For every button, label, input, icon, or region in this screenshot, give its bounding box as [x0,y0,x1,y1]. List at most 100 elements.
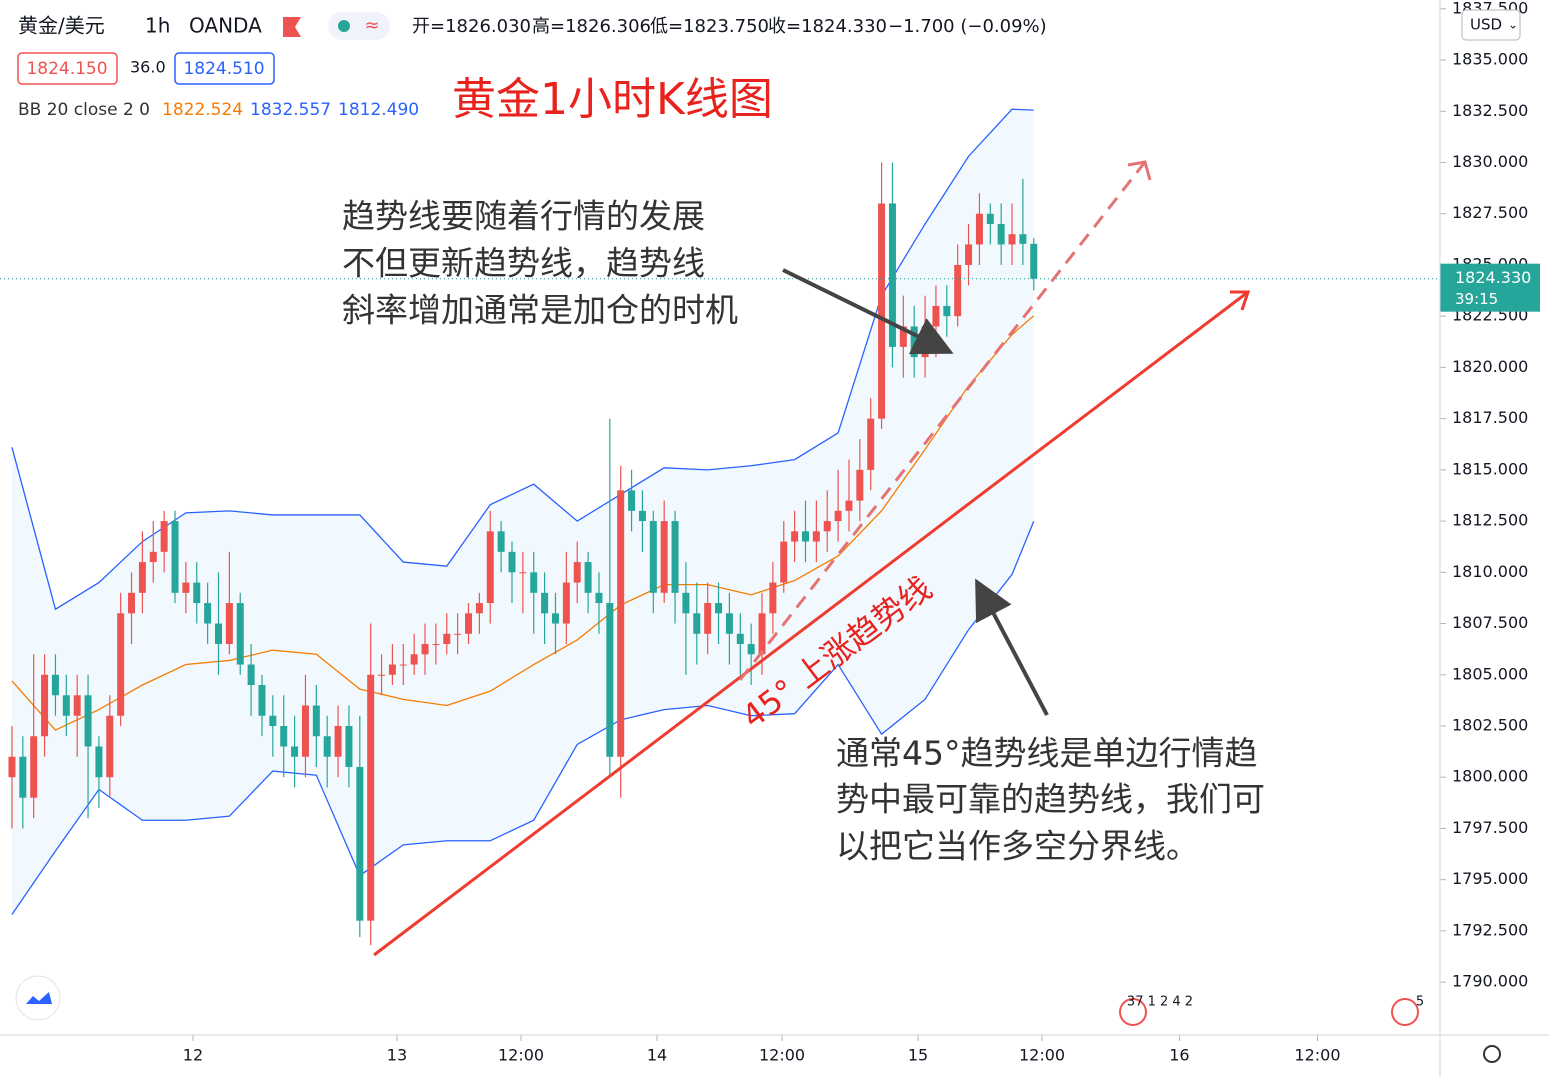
candle-body [432,644,440,646]
status-icon: ≈ [364,15,379,36]
logo-mark [26,992,52,1004]
y-tick-label: 1795.000 [1452,869,1528,888]
currency[interactable]: USD [1470,16,1502,34]
annotation-text: 势中最可靠的趋势线，我们可 [836,780,1265,819]
candle-body [367,674,375,921]
band-fill [11,109,1034,915]
candle-body [1008,234,1016,245]
ohlc-close: 收=1824.330 [768,16,887,37]
candle-body [801,531,809,542]
annotation-text: 不但更新趋势线，趋势线 [342,244,705,283]
candle-body [747,644,755,655]
candle-body [214,623,222,645]
candle-body [269,715,277,726]
candle-body [1030,243,1038,279]
y-tick-label: 1817.500 [1452,408,1528,427]
candle-body [454,633,462,635]
ask-box[interactable] [174,52,275,85]
candle-body [725,613,733,634]
y-tick-label: 1820.000 [1452,357,1528,376]
candle-body [867,418,875,470]
candle-body [519,572,527,574]
candle-body [823,521,831,532]
candle-body [486,531,494,604]
trend-arrowhead [1230,290,1251,311]
candle-body [465,613,473,634]
candle-body [845,500,853,511]
candle-body [204,603,212,624]
candle-body [954,264,962,317]
y-tick-label: 1800.000 [1452,767,1528,786]
status-dot [338,20,350,32]
candle-body [312,705,320,737]
bid-box[interactable] [17,52,118,85]
candle-body [736,633,744,645]
x-tick-label: 12:00 [1019,1046,1065,1065]
candle-body [301,705,309,757]
x-tick-label: 15 [908,1046,928,1065]
candle-body [160,521,168,552]
x-tick-label: 12:00 [759,1046,805,1065]
candle-body [682,592,690,614]
candle-body [182,582,190,593]
candle-body [932,305,940,327]
event-icon[interactable] [1119,998,1147,1026]
annotation-text: 斜率增加通常是加仓的时机 [342,291,738,330]
candle-body [704,603,712,634]
source: OANDA [189,14,262,38]
candle-body [19,756,27,798]
candle-body [965,244,973,265]
candle-body [769,582,777,614]
candle-body [378,674,386,676]
candle-body [138,562,146,593]
x-tick-label: 13 [387,1046,407,1065]
candle-body [660,521,668,593]
indicator-value: 1812.490 [338,100,419,120]
last-price-label: 1824.330 [1455,268,1531,287]
candle-body [475,603,483,614]
dropdown-caret: ⌄ [1508,18,1518,32]
projected-arrowhead [1127,160,1152,181]
settings-icon[interactable] [1483,1045,1501,1063]
candle-body [617,490,625,757]
candle-body [834,510,842,522]
candle-body [345,725,353,767]
band-line [11,315,1035,731]
candle-body [986,213,994,224]
candle-body [628,490,636,511]
event-icon[interactable] [1391,998,1419,1026]
candle-body [421,644,429,655]
candle-body [443,633,451,645]
y-tick-label: 1815.000 [1452,459,1528,478]
band-line [11,521,1035,915]
indicator-name[interactable]: BB 20 close 2 0 [18,100,150,120]
candle-body [497,531,505,552]
candle-body [638,510,646,522]
candle-body [62,695,70,716]
event-label: 5 [1416,995,1424,1010]
interval[interactable]: 1h [145,14,170,38]
symbol[interactable]: 黄金/美元 [18,14,105,38]
logo[interactable] [15,975,61,1021]
ohlc-low: 低=1823.750 [650,16,769,37]
y-tick-label: 1832.500 [1452,101,1528,120]
ohlc-open: 开=1826.030 [412,16,531,37]
candle-body [888,203,896,347]
candle-body [334,725,342,757]
currency-select[interactable] [1461,9,1521,41]
candle-body [530,572,538,593]
candle-body [193,582,201,604]
candle-body [291,746,299,757]
y-tick-label: 1835.000 [1452,50,1528,69]
y-tick-label: 1802.500 [1452,715,1528,734]
candle-body [323,736,331,757]
flag-icon[interactable] [283,17,301,37]
candle-body [997,223,1005,245]
candle-body [541,592,549,614]
status-pill[interactable] [328,12,390,40]
y-tick-label: 1790.000 [1452,972,1528,991]
candle-body [812,531,820,542]
candle-body [388,664,396,675]
